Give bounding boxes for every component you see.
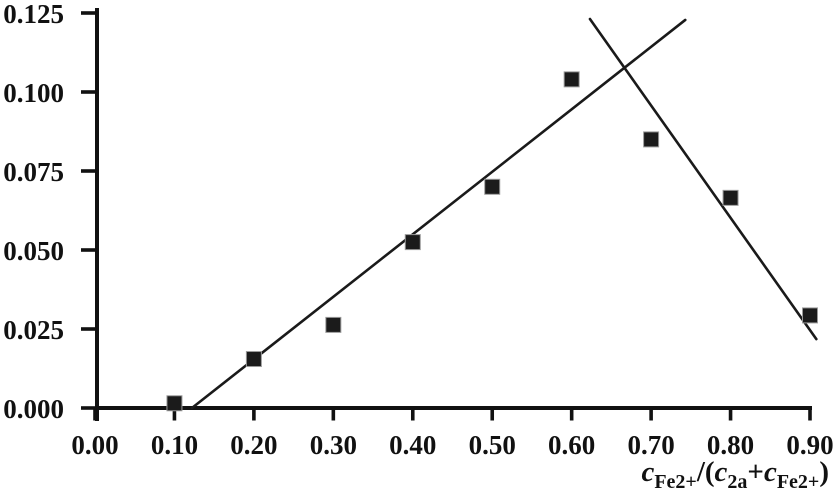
data-point bbox=[643, 131, 660, 148]
x-tick-label: 0.70 bbox=[627, 430, 674, 460]
data-point bbox=[484, 178, 501, 195]
tick-labels: 0.00 0.10 0.20 0.30 0.40 0.50 0.60 0.70 0.80 0.90… bbox=[3, 0, 833, 460]
y-tick-label: 0.025 bbox=[3, 315, 64, 345]
data-point bbox=[802, 307, 818, 324]
x-tick-label: 0.20 bbox=[230, 430, 277, 460]
data-point bbox=[722, 189, 739, 206]
data-points bbox=[166, 71, 818, 412]
x-tick-label: 0.10 bbox=[151, 430, 198, 460]
tick-marks bbox=[81, 11, 812, 421]
data-point bbox=[404, 234, 421, 251]
x-axis-title: cFe2+/(c2a+cFe2+) bbox=[641, 456, 829, 493]
rising-branch-fit bbox=[190, 18, 687, 410]
x-axis-title-text: cFe2+/(c2a+cFe2+) bbox=[641, 456, 829, 493]
fit-lines bbox=[190, 17, 818, 410]
data-point bbox=[166, 395, 183, 412]
data-point bbox=[245, 351, 262, 368]
y-tick-label: 0.100 bbox=[3, 78, 64, 108]
y-tick-label: 0.050 bbox=[3, 236, 64, 266]
data-point bbox=[325, 316, 342, 333]
axes bbox=[95, 8, 812, 421]
x-tick-label: 0.80 bbox=[707, 430, 754, 460]
y-tick-label: 0.075 bbox=[3, 157, 64, 187]
x-tick-label: 0.60 bbox=[548, 430, 595, 460]
y-tick-label: 0.000 bbox=[3, 394, 64, 424]
x-tick-label: 0.50 bbox=[469, 430, 516, 460]
y-tick-label: 0.125 bbox=[3, 0, 64, 29]
falling-branch-fit bbox=[588, 17, 818, 341]
x-tick-label: 0.00 bbox=[71, 430, 118, 460]
data-point bbox=[563, 71, 580, 88]
x-tick-label: 0.30 bbox=[310, 430, 357, 460]
x-tick-label: 0.40 bbox=[389, 430, 436, 460]
x-tick-label: 0.90 bbox=[786, 430, 833, 460]
